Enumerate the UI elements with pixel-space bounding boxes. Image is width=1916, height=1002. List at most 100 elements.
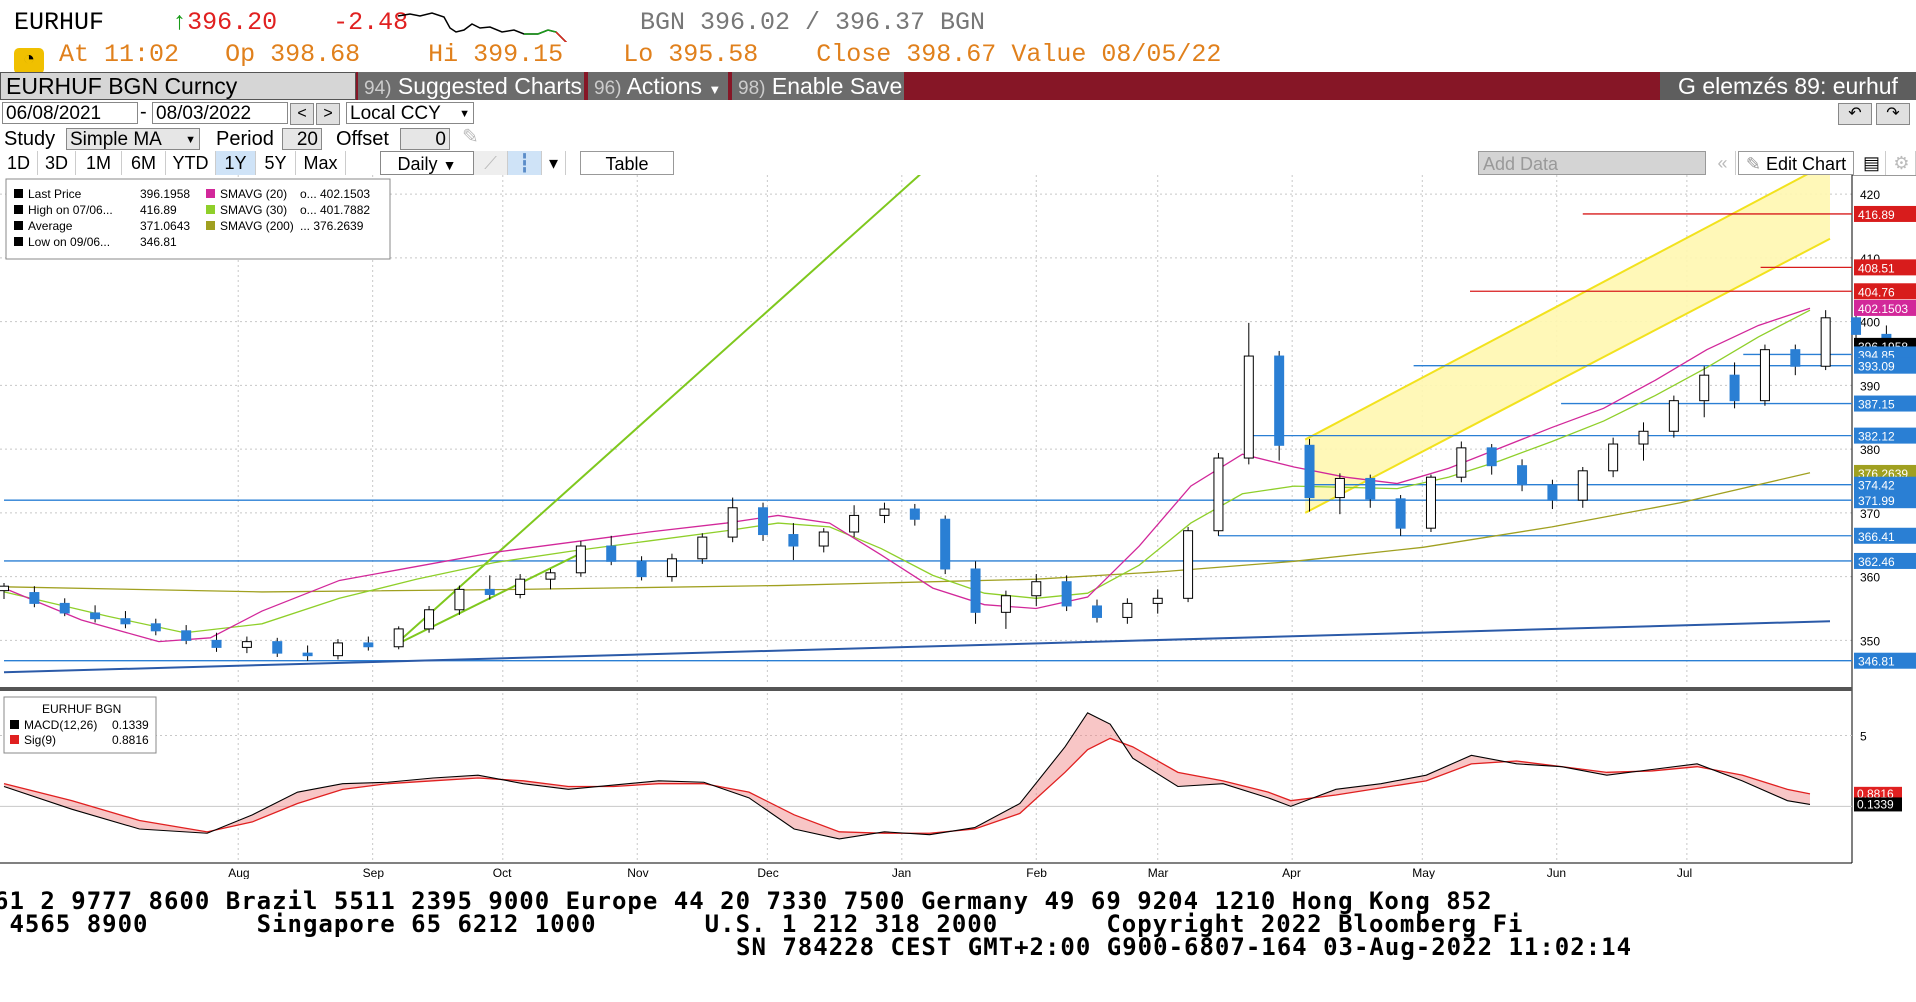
add-data-field[interactable]: Add Data bbox=[1478, 151, 1706, 175]
candle-body[interactable] bbox=[1820, 317, 1831, 367]
price-chart-svg[interactable]: 350360370380390400410420416.89408.51404.… bbox=[0, 155, 1916, 894]
candle-body[interactable] bbox=[1577, 470, 1588, 501]
y-tick-label: 390 bbox=[1860, 379, 1880, 393]
candle-body[interactable] bbox=[181, 630, 192, 641]
trendline[interactable] bbox=[3, 620, 1831, 674]
candle-body[interactable] bbox=[758, 507, 769, 536]
candle-body[interactable] bbox=[697, 536, 708, 560]
candle-body[interactable] bbox=[1334, 477, 1345, 499]
candle-body[interactable] bbox=[1486, 447, 1497, 467]
range-button-6m[interactable]: 6M bbox=[122, 151, 166, 175]
candle-body[interactable] bbox=[788, 534, 799, 547]
range-button-1m[interactable]: 1M bbox=[76, 151, 122, 175]
range-button-1y[interactable]: 1Y bbox=[216, 151, 256, 175]
collapse-left-icon[interactable]: « bbox=[1710, 151, 1736, 175]
candle-body[interactable] bbox=[393, 628, 404, 648]
candle-body[interactable] bbox=[1547, 484, 1558, 501]
candle-body[interactable] bbox=[1091, 605, 1102, 618]
range-button-3d[interactable]: 3D bbox=[38, 151, 76, 175]
candle-body[interactable] bbox=[332, 642, 343, 657]
candle-body[interactable] bbox=[1365, 477, 1376, 500]
candle-body[interactable] bbox=[575, 545, 586, 574]
range-button-1d[interactable]: 1D bbox=[0, 151, 38, 175]
range-button-max[interactable]: Max bbox=[296, 151, 346, 175]
candle-body[interactable] bbox=[59, 602, 70, 614]
candle-body[interactable] bbox=[1851, 317, 1862, 335]
candle-body[interactable] bbox=[1668, 400, 1679, 432]
candle-body[interactable] bbox=[211, 639, 222, 648]
candle-body[interactable] bbox=[1213, 457, 1224, 532]
candle-body[interactable] bbox=[1759, 349, 1770, 402]
candle-body[interactable] bbox=[0, 585, 9, 592]
actions-button[interactable]: 96) Actions ▼ bbox=[588, 72, 728, 100]
candle-body[interactable] bbox=[849, 514, 860, 533]
candle-body[interactable] bbox=[1122, 602, 1133, 618]
end-date-field[interactable]: 08/03/2022 bbox=[152, 102, 288, 124]
candle-body[interactable] bbox=[879, 508, 890, 516]
edit-chart-button[interactable]: ✎ Edit Chart bbox=[1738, 151, 1854, 175]
candle-body[interactable] bbox=[1243, 355, 1254, 459]
candle-body[interactable] bbox=[545, 572, 556, 580]
candle-body[interactable] bbox=[636, 560, 647, 578]
candle-body[interactable] bbox=[1061, 581, 1072, 607]
study-select[interactable]: Simple MA ▼ bbox=[66, 128, 200, 150]
candle-body[interactable] bbox=[515, 578, 526, 595]
security-field[interactable]: EURHUF BGN Curncy bbox=[0, 72, 356, 100]
enable-save-button[interactable]: 98) Enable Save bbox=[732, 72, 904, 100]
range-button-ytd[interactable]: YTD bbox=[166, 151, 216, 175]
panel-separator[interactable] bbox=[0, 687, 1852, 691]
candle-body[interactable] bbox=[666, 558, 677, 578]
candle-body[interactable] bbox=[363, 642, 374, 648]
candle-body[interactable] bbox=[727, 507, 738, 538]
candle-body[interactable] bbox=[606, 545, 617, 562]
candle-body[interactable] bbox=[1790, 349, 1801, 367]
candle-body[interactable] bbox=[241, 641, 252, 648]
candle-body[interactable] bbox=[1274, 355, 1285, 446]
range-button-5y[interactable]: 5Y bbox=[256, 151, 296, 175]
chart-settings-icon[interactable]: ▤ bbox=[1858, 151, 1886, 175]
table-button[interactable]: Table bbox=[580, 151, 674, 175]
candle-body[interactable] bbox=[970, 568, 981, 613]
candle-body[interactable] bbox=[1031, 581, 1042, 597]
candle-body[interactable] bbox=[29, 592, 40, 604]
currency-select[interactable]: Local CCY ▼ bbox=[346, 102, 474, 124]
candle-body[interactable] bbox=[1000, 595, 1011, 613]
redo-icon[interactable]: ↷ bbox=[1876, 103, 1910, 125]
offset-field[interactable]: 0 bbox=[400, 128, 450, 150]
candle-body[interactable] bbox=[90, 612, 101, 620]
suggested-charts-button[interactable]: 94) Suggested Charts bbox=[358, 72, 584, 100]
candle-body[interactable] bbox=[1425, 476, 1436, 529]
candle-body[interactable] bbox=[150, 623, 161, 632]
candle-body[interactable] bbox=[424, 609, 435, 630]
candle-body[interactable] bbox=[1183, 530, 1194, 599]
prev-period-button[interactable]: < bbox=[290, 103, 314, 125]
candle-body[interactable] bbox=[1699, 374, 1710, 402]
next-period-button[interactable]: > bbox=[316, 103, 340, 125]
candle-body[interactable] bbox=[1304, 444, 1315, 499]
candle-body[interactable] bbox=[454, 588, 465, 611]
candle-body[interactable] bbox=[272, 641, 283, 654]
start-date-field[interactable]: 06/08/2021 bbox=[2, 102, 138, 124]
candle-body[interactable] bbox=[940, 518, 951, 570]
candle-body[interactable] bbox=[909, 508, 920, 520]
candle-body[interactable] bbox=[1638, 430, 1649, 445]
gauge-icon[interactable]: ◔ bbox=[14, 48, 44, 74]
frequency-select[interactable]: Daily ▼ bbox=[380, 151, 474, 175]
candle-body[interactable] bbox=[1456, 447, 1467, 478]
candle-body[interactable] bbox=[1608, 443, 1619, 472]
gear-icon[interactable]: ⚙ bbox=[1888, 151, 1916, 175]
candle-body[interactable] bbox=[1395, 498, 1406, 529]
candle-chart-icon[interactable]: ┇ bbox=[508, 151, 542, 175]
candle-body[interactable] bbox=[302, 652, 313, 657]
candle-body[interactable] bbox=[818, 531, 829, 547]
candle-body[interactable] bbox=[1152, 597, 1163, 604]
period-field[interactable]: 20 bbox=[282, 128, 322, 150]
candle-body[interactable] bbox=[1517, 465, 1528, 486]
undo-icon[interactable]: ↶ bbox=[1838, 103, 1872, 125]
line-chart-icon[interactable]: ⟋ bbox=[474, 151, 508, 175]
chart-type-dropdown[interactable]: ▾ bbox=[542, 151, 566, 175]
candle-body[interactable] bbox=[1729, 374, 1740, 402]
candle-body[interactable] bbox=[120, 618, 131, 625]
pencil-icon[interactable]: ✎ bbox=[462, 126, 479, 148]
candle-body[interactable] bbox=[484, 588, 495, 595]
